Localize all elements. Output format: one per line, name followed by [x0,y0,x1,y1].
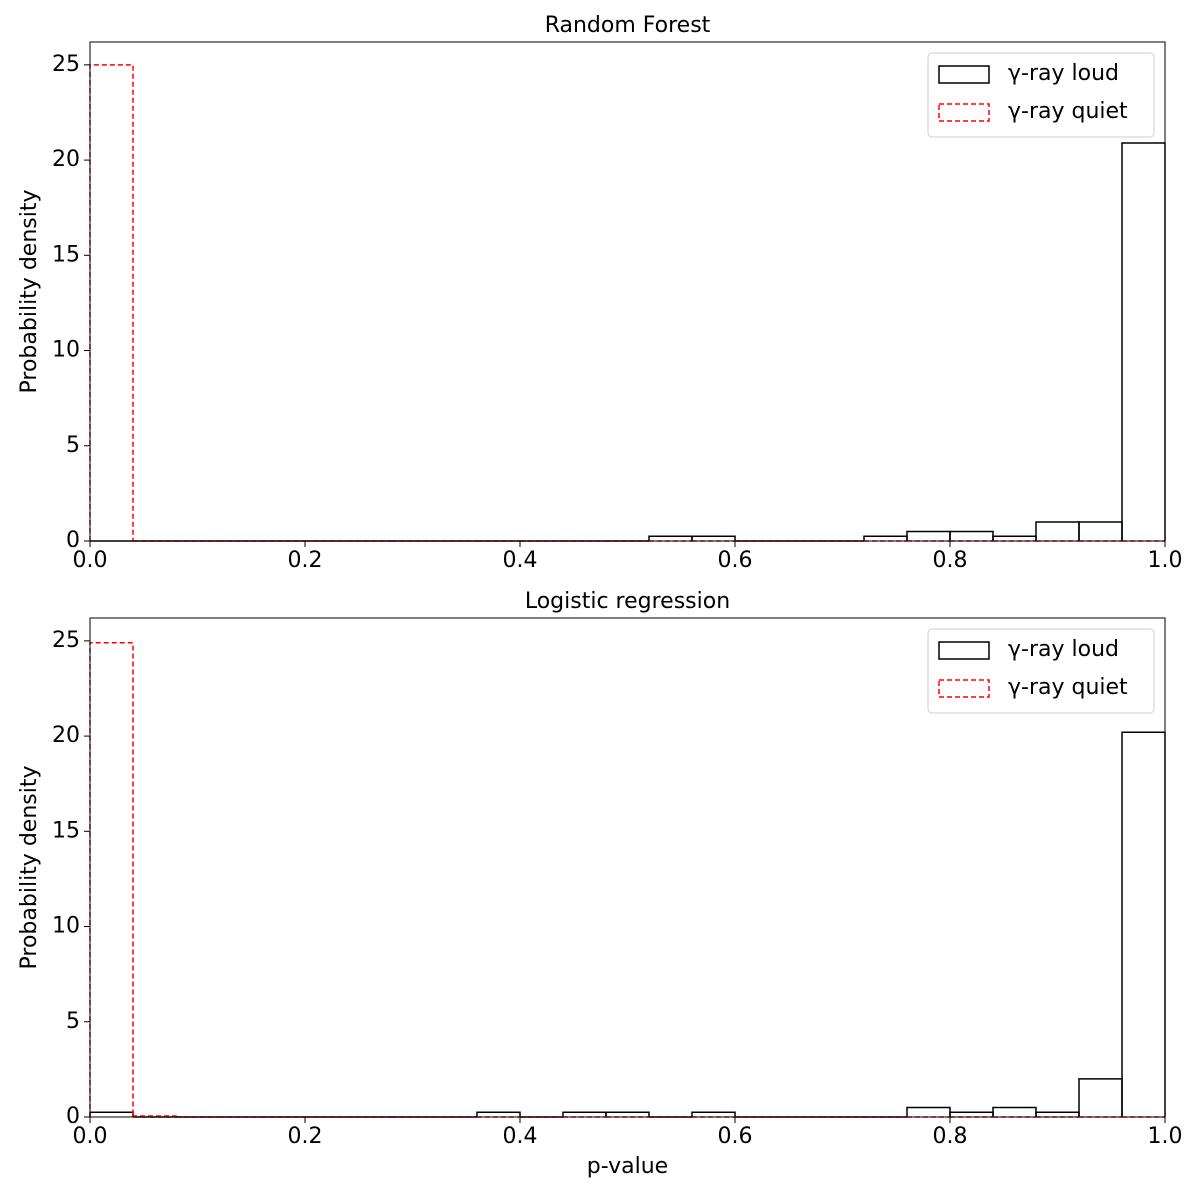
x-tick-label: 0.0 [73,1124,108,1149]
plot-frame [89,617,1166,1118]
y-tick-label: 25 [52,52,80,77]
x-tick-label: 0.0 [73,548,108,573]
histogram-bar [906,530,951,541]
y-tick-label: 25 [52,628,80,653]
histogram-bar [1078,1078,1123,1117]
histogram-bar [1035,521,1080,541]
y-tick-label: 15 [52,242,80,267]
legend-label: γ-ray quiet [1008,99,1128,124]
y-axis-label: Probability density [17,766,42,970]
legend-label: γ-ray loud [1008,637,1119,662]
x-tick-label: 0.4 [503,1124,538,1149]
x-tick-label: 0.2 [288,1124,323,1149]
histogram-bar [906,1106,951,1117]
histogram-bar [1121,731,1166,1117]
legend-swatch [938,641,990,660]
x-tick-label: 0.6 [718,548,753,573]
y-tick-label: 0 [66,528,80,553]
histogram-bar [476,1111,521,1117]
x-tick-label: 0.4 [503,548,538,573]
x-tick-label: 0.2 [288,548,323,573]
y-tick-label: 10 [52,914,80,939]
histogram-bar [89,1111,134,1117]
y-tick-label: 15 [52,818,80,843]
x-tick-label: 1.0 [1148,1124,1183,1149]
chart-title: Random Forest [545,13,711,38]
histogram-bar [691,1111,736,1117]
x-tick-label: 0.8 [933,548,968,573]
histogram-bar [89,642,134,1117]
histogram-bar [992,1106,1037,1117]
legend-frame [927,52,1155,138]
y-tick-label: 5 [66,433,80,458]
x-tick-label: 1.0 [1148,548,1183,573]
histogram-bar [1078,521,1123,541]
plot-frame [89,41,1166,542]
legend-swatch [938,65,990,84]
histogram-bar [691,535,736,541]
legend-swatch [938,679,990,698]
x-tick-label: 0.6 [718,1124,753,1149]
histogram-bar [89,64,134,541]
legend-swatch [938,103,990,122]
y-tick-label: 0 [66,1104,80,1129]
chart-title: Logistic regression [525,589,730,614]
x-tick-label: 0.8 [933,1124,968,1149]
legend-frame [927,628,1155,714]
y-axis-label: Probability density [17,190,42,394]
legend-label: γ-ray loud [1008,61,1119,86]
histogram-bar [949,530,994,541]
x-axis-label: p-value [587,1154,668,1179]
legend-label: γ-ray quiet [1008,675,1128,700]
y-tick-label: 20 [52,723,80,748]
histogram-bar [1121,142,1166,541]
y-tick-label: 10 [52,338,80,363]
y-tick-label: 5 [66,1009,80,1034]
histogram-bar [605,1111,650,1117]
y-tick-label: 20 [52,147,80,172]
